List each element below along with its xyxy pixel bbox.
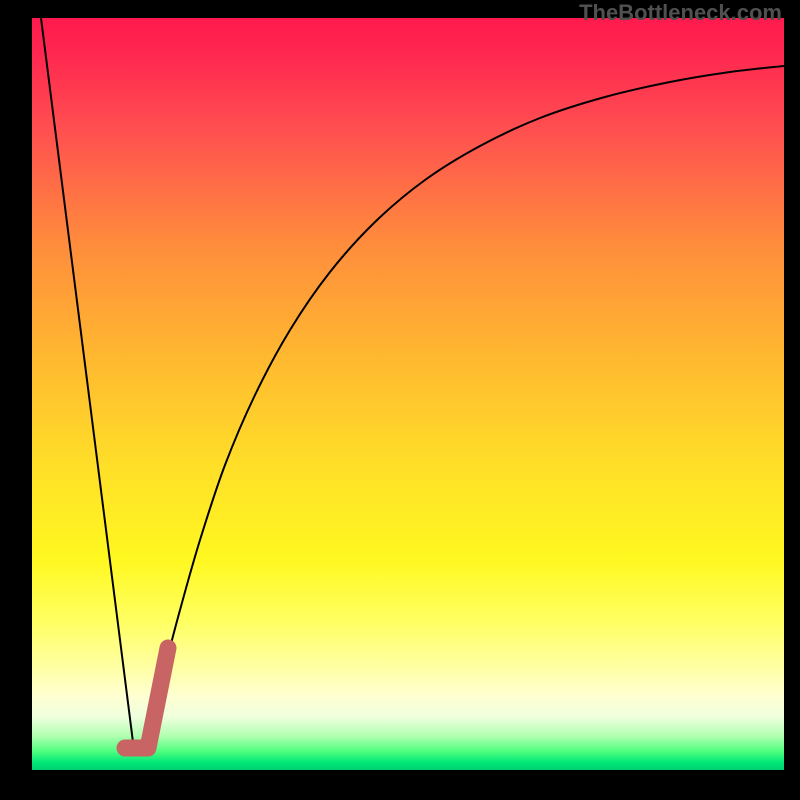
border-bottom [0,770,800,800]
border-right [784,0,800,800]
left-descending-line [41,18,134,750]
watermark-text: TheBottleneck.com [579,0,782,26]
chart-container: TheBottleneck.com [0,0,800,800]
right-asymptotic-curve [145,66,784,750]
curve-layer [32,18,784,770]
plot-area [32,18,784,770]
border-left [0,0,32,800]
